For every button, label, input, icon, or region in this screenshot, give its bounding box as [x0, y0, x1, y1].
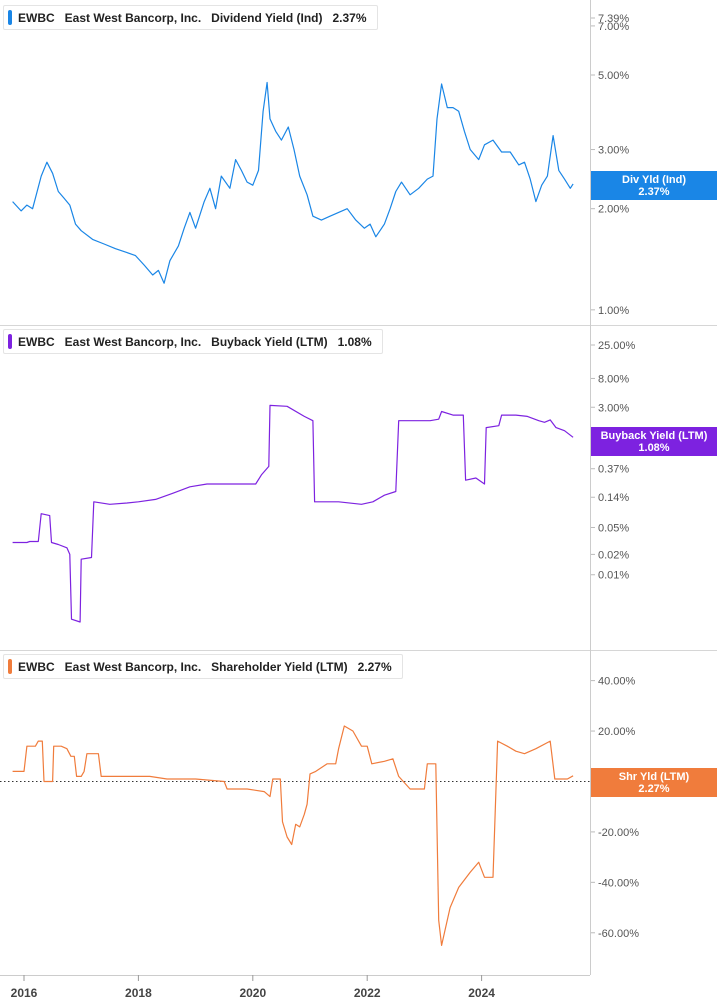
legend-swatch-buyback — [8, 334, 12, 349]
legend-ticker: EWBC — [18, 10, 55, 25]
y-tick-label: -60.00% — [598, 928, 639, 940]
value-tag-label: Buyback Yield (LTM) — [600, 430, 708, 442]
legend-metric: Dividend Yield (Ind) — [211, 10, 323, 25]
y-tick-label: 5.00% — [598, 70, 629, 82]
axis-layer: 7.39%7.00% 5.00% 3.00% 2.00% 1.00% 25.00% 8.00… — [0, 0, 639, 1000]
y-tick-label: 0.37% — [598, 464, 629, 476]
x-tick-label: 2024 — [468, 986, 495, 1000]
y-tick-label: 0.02% — [598, 549, 629, 561]
value-tag-shareholder: Shr Yld (LTM) 2.27% — [591, 768, 717, 797]
series-line — [12, 81, 574, 284]
legend-shareholder[interactable]: EWBC East West Bancorp, Inc. Shareholder… — [3, 654, 403, 679]
grid-layer — [0, 325, 717, 782]
legend-ticker: EWBC — [18, 659, 55, 674]
value-tag-value: 2.37% — [638, 186, 670, 198]
x-tick-label: 2020 — [239, 986, 266, 1000]
value-tag-label: Shr Yld (LTM) — [618, 771, 690, 783]
y-tick-label: 3.00% — [598, 145, 629, 157]
legend-swatch-dividend — [8, 10, 12, 25]
legend-dividend[interactable]: EWBC East West Bancorp, Inc. Dividend Yi… — [3, 5, 378, 30]
legend-current-value: 2.27% — [357, 659, 392, 674]
value-tag-dividend: Div Yld (Ind) 2.37% — [591, 171, 717, 200]
value-tag-value: 2.27% — [638, 783, 670, 795]
y-tick-label: 0.01% — [598, 570, 629, 582]
y-tick-label: 7.39% — [598, 13, 629, 25]
series-line — [12, 725, 574, 947]
y-tick-label: 0.14% — [598, 492, 629, 504]
legend-buyback[interactable]: EWBC East West Bancorp, Inc. Buyback Yie… — [3, 329, 383, 354]
legend-swatch-shareholder — [8, 659, 12, 674]
y-tick-label: 8.00% — [598, 373, 629, 385]
series-line — [12, 404, 574, 623]
value-tag-value: 1.08% — [638, 442, 670, 454]
legend-current-value: 1.08% — [337, 334, 372, 349]
y-tick-label: 0.05% — [598, 522, 629, 534]
x-tick-label: 2018 — [125, 986, 152, 1000]
y-tick-label: 7.00% — [598, 21, 629, 33]
x-tick-label: 2022 — [354, 986, 381, 1000]
legend-company: East West Bancorp, Inc. — [64, 10, 202, 25]
y-tick-label: 40.00% — [598, 676, 636, 688]
legend-company: East West Bancorp, Inc. — [64, 659, 202, 674]
y-tick-label: -40.00% — [598, 877, 639, 889]
legend-ticker: EWBC — [18, 334, 55, 349]
legend-company: East West Bancorp, Inc. — [64, 334, 202, 349]
series-layer — [12, 81, 574, 947]
legend-metric: Shareholder Yield (LTM) — [211, 659, 348, 674]
y-tick-label: -20.00% — [598, 827, 639, 839]
legend-current-value: 2.37% — [332, 10, 367, 25]
y-tick-label: 2.00% — [598, 204, 629, 216]
value-tag-label: Div Yld (Ind) — [622, 174, 686, 186]
y-tick-label: 25.00% — [598, 340, 636, 352]
y-tick-label: 3.00% — [598, 402, 629, 414]
y-tick-label: 1.00% — [598, 305, 629, 317]
x-tick-label: 2016 — [11, 986, 38, 1000]
y-tick-label: 20.00% — [598, 726, 636, 738]
value-tag-buyback: Buyback Yield (LTM) 1.08% — [591, 427, 717, 456]
legend-metric: Buyback Yield (LTM) — [211, 334, 328, 349]
